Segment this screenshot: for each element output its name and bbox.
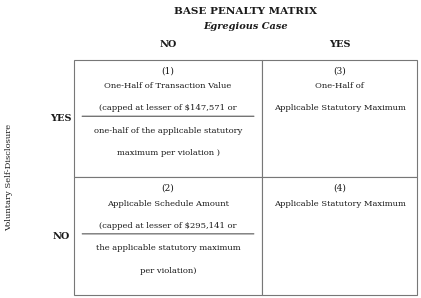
Text: (1): (1) bbox=[162, 66, 174, 75]
Text: maximum per violation ): maximum per violation ) bbox=[117, 149, 219, 157]
Text: Applicable Statutory Maximum: Applicable Statutory Maximum bbox=[274, 200, 405, 208]
Text: (2): (2) bbox=[162, 184, 174, 193]
Text: (capped at lesser of $147,571 or: (capped at lesser of $147,571 or bbox=[99, 104, 237, 112]
Text: BASE PENALTY MATRIX: BASE PENALTY MATRIX bbox=[174, 7, 317, 16]
FancyBboxPatch shape bbox=[262, 60, 417, 177]
Text: (capped at lesser of $295,141 or: (capped at lesser of $295,141 or bbox=[99, 222, 237, 230]
Text: Applicable Schedule Amount: Applicable Schedule Amount bbox=[107, 200, 229, 208]
Text: Voluntary Self-Disclosure: Voluntary Self-Disclosure bbox=[5, 124, 13, 231]
Text: NO: NO bbox=[53, 232, 69, 241]
FancyBboxPatch shape bbox=[262, 177, 417, 295]
Text: YES: YES bbox=[329, 40, 350, 49]
Text: Applicable Statutory Maximum: Applicable Statutory Maximum bbox=[274, 104, 405, 112]
Text: One-Half of: One-Half of bbox=[315, 82, 364, 90]
Text: the applicable statutory maximum: the applicable statutory maximum bbox=[96, 244, 240, 252]
Text: one-half of the applicable statutory: one-half of the applicable statutory bbox=[94, 127, 242, 135]
FancyBboxPatch shape bbox=[74, 177, 262, 295]
Text: NO: NO bbox=[160, 40, 177, 49]
Text: Egregious Case: Egregious Case bbox=[203, 22, 288, 31]
FancyBboxPatch shape bbox=[74, 60, 262, 177]
Text: per violation): per violation) bbox=[140, 267, 196, 275]
Text: (4): (4) bbox=[333, 184, 346, 193]
Text: (3): (3) bbox=[333, 66, 346, 75]
Text: YES: YES bbox=[50, 114, 72, 123]
Text: One-Half of Transaction Value: One-Half of Transaction Value bbox=[104, 82, 232, 90]
